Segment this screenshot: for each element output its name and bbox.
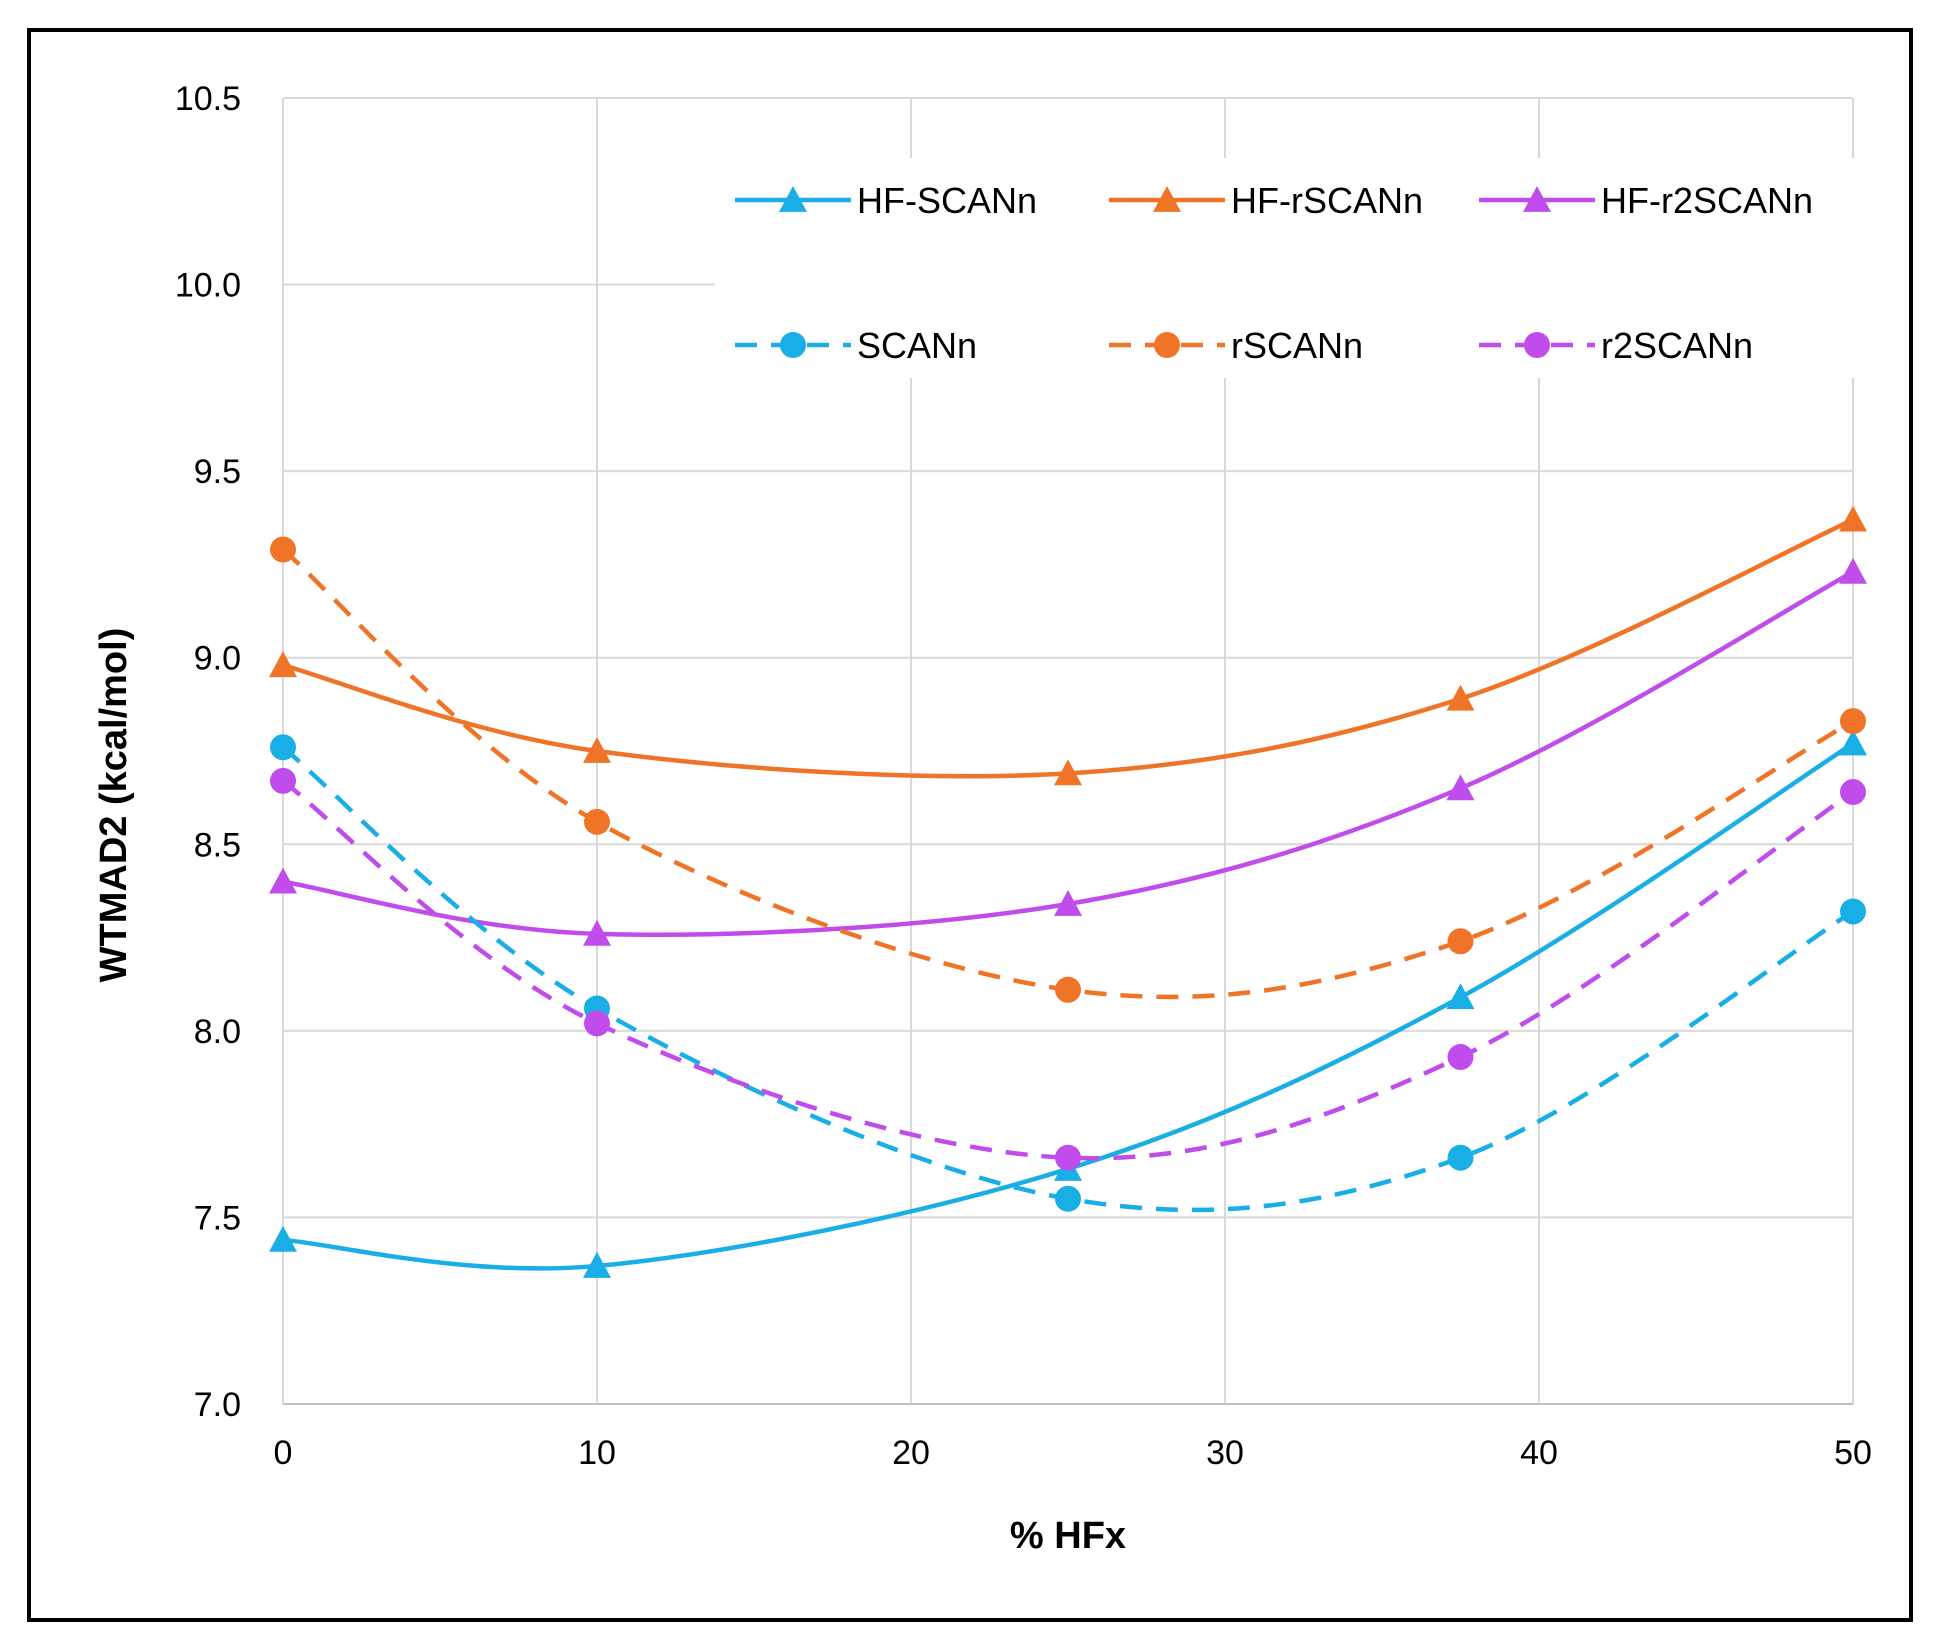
data-point-marker: [1055, 976, 1081, 1003]
data-point-marker: [1055, 1185, 1081, 1212]
legend-marker: [780, 332, 806, 358]
data-point-marker: [269, 651, 297, 678]
legend-item-rscann: rSCANn: [1109, 325, 1363, 366]
x-tick-label: 0: [274, 1434, 293, 1472]
data-point-marker: [1447, 928, 1474, 955]
x-tick-label: 30: [1206, 1434, 1244, 1472]
legend-background: [715, 158, 1855, 378]
legend-marker: [1154, 332, 1180, 358]
legend-label: r2SCANn: [1601, 325, 1753, 366]
data-point-marker: [1839, 729, 1867, 756]
legend-label: SCANn: [857, 325, 977, 366]
data-point-marker: [1055, 1144, 1081, 1171]
series-r2scann: [270, 767, 1866, 1171]
legend-label: HF-rSCANn: [1231, 180, 1423, 221]
y-tick-label: 9.5: [194, 453, 241, 491]
legend-item-hf-rscann: HF-rSCANn: [1109, 180, 1423, 221]
x-tick-label: 50: [1834, 1434, 1872, 1472]
series-hf-rscann: [269, 505, 1867, 786]
data-point-marker: [1446, 774, 1475, 801]
data-point-marker: [269, 1225, 297, 1252]
data-point-marker: [1446, 983, 1475, 1010]
data-point-marker: [584, 808, 610, 835]
data-point-marker: [1840, 708, 1866, 735]
data-point-marker: [270, 767, 296, 794]
data-point-marker: [1839, 557, 1867, 584]
legend-item-hf-scann: HF-SCANn: [735, 180, 1037, 221]
y-tick-label: 8.0: [194, 1013, 241, 1051]
data-point-marker: [269, 867, 297, 894]
data-point-marker: [583, 737, 611, 763]
legend-label: rSCANn: [1231, 325, 1363, 366]
series-scann: [270, 734, 1866, 1213]
y-tick-label: 9.0: [194, 640, 241, 678]
data-point-marker: [1840, 779, 1866, 806]
axis-layer: 7.0 7.5 8.0 8.5 9.0 9.5 10.0 10.5 0 10 20 30 40 50: [175, 80, 1872, 1472]
data-point-marker: [1446, 684, 1475, 711]
data-point-marker: [1054, 759, 1082, 786]
data-point-marker: [270, 536, 296, 563]
x-tick-label: 10: [578, 1434, 616, 1472]
series-line: [282, 517, 1854, 779]
series-rscann: [270, 536, 1866, 1003]
series-layer: [269, 505, 1867, 1278]
data-point-marker: [583, 1251, 611, 1278]
legend-item-r2scann: r2SCANn: [1479, 325, 1753, 366]
series-hf-r2scann: [269, 557, 1867, 946]
legend-marker: [1524, 332, 1550, 358]
series-hf-scann: [269, 729, 1867, 1278]
data-point-marker: [1839, 505, 1867, 532]
y-tick-label: 7.0: [194, 1386, 241, 1424]
y-tick-label: 10.5: [175, 80, 241, 118]
legend: HF-SCANn HF-rSCANn HF-r2SCANn SCANn rSCANn r2…: [735, 180, 1813, 366]
legend-marker: [779, 186, 807, 212]
series-line: [282, 569, 1855, 937]
legend-label: HF-r2SCANn: [1601, 180, 1813, 221]
y-axis-title: WTMAD2 (kcal/mol): [93, 628, 135, 983]
series-line: [281, 779, 1855, 1161]
data-point-marker: [1054, 889, 1082, 916]
legend-item-hf-r2scann: HF-r2SCANn: [1479, 180, 1813, 221]
data-point-marker: [1447, 1144, 1474, 1171]
legend-label: HF-SCANn: [857, 180, 1037, 221]
y-tick-label: 8.5: [194, 826, 241, 864]
y-tick-label: 7.5: [194, 1199, 241, 1237]
series-line: [282, 741, 1855, 1271]
data-point-marker: [1447, 1043, 1474, 1070]
y-tick-label: 10.0: [175, 267, 241, 305]
legend-marker: [1153, 186, 1181, 212]
data-point-marker: [583, 919, 611, 946]
data-point-marker: [584, 1010, 610, 1037]
data-point-marker: [270, 734, 296, 761]
x-tick-label: 20: [892, 1434, 930, 1472]
x-axis-title: % HFx: [1010, 1515, 1126, 1557]
legend-marker: [1523, 186, 1551, 212]
x-tick-label: 40: [1520, 1434, 1558, 1472]
data-point-marker: [1840, 898, 1866, 925]
legend-item-scann: SCANn: [735, 325, 977, 366]
